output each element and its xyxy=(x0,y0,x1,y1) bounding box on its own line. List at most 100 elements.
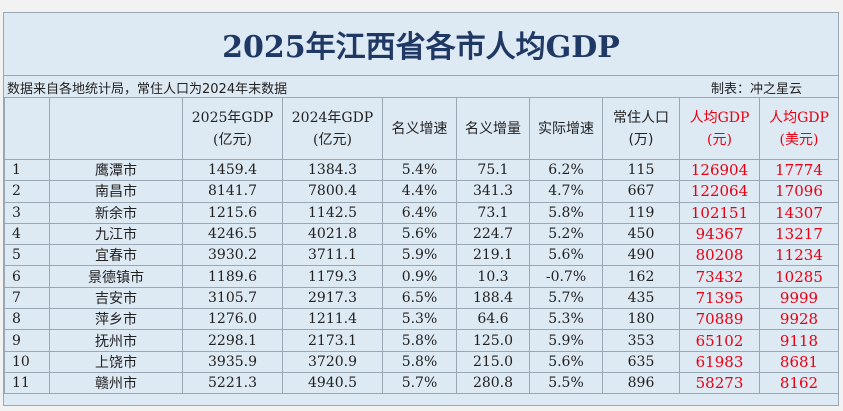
city-cell: 赣州市 xyxy=(49,371,183,395)
nominal-increase-cell: 75.1 xyxy=(456,158,530,182)
gdp2025-cell: 3930.2 xyxy=(182,244,283,267)
city-cell: 宜春市 xyxy=(49,244,183,267)
gdp2024-cell: 7800.4 xyxy=(282,180,383,203)
table-row: 1 鹰潭市 1459.4 1384.3 5.4% 75.1 6.2% 115 126904 177… xyxy=(4,158,839,182)
pc-cny-cell: 71395 xyxy=(679,286,760,310)
gdp2025-cell: 1215.6 xyxy=(182,201,283,224)
gdp2024-cell: 2917.3 xyxy=(282,286,383,310)
header-gdp2024: 2024年GDP (亿元) xyxy=(282,97,383,160)
table-row: 6 景德镇市 1189.6 1179.3 0.9% 10.3 -0.7% 162 73432 10… xyxy=(4,265,839,288)
gdp2025-cell: 4246.5 xyxy=(182,222,283,246)
population-cell: 667 xyxy=(602,180,680,203)
real-growth-cell: 5.3% xyxy=(529,308,603,331)
gdp2025-cell: 1189.6 xyxy=(182,265,283,288)
gdp2024-cell: 2173.1 xyxy=(282,329,383,352)
city-cell: 萍乡市 xyxy=(49,308,183,331)
table-row: 4 九江市 4246.5 4021.8 5.6% 224.7 5.2% 450 94367 132… xyxy=(4,222,839,246)
nominal-growth-cell: 5.4% xyxy=(382,158,457,182)
population-cell: 119 xyxy=(602,201,680,224)
real-growth-cell: 5.6% xyxy=(529,244,603,267)
nominal-increase-cell: 224.7 xyxy=(456,222,530,246)
pc-usd-cell: 9999 xyxy=(759,286,839,310)
real-growth-cell: 5.8% xyxy=(529,201,603,224)
nominal-growth-cell: 6.5% xyxy=(382,286,457,310)
table-row: 7 吉安市 3105.7 2917.3 6.5% 188.4 5.7% 435 71395 999… xyxy=(4,286,839,310)
pc-cny-cell: 94367 xyxy=(679,222,760,246)
pc-usd-cell: 9928 xyxy=(759,308,839,331)
pc-cny-cell: 122064 xyxy=(679,180,760,203)
real-growth-cell: 5.5% xyxy=(529,371,603,395)
city-cell: 抚州市 xyxy=(49,329,183,352)
nominal-increase-cell: 215.0 xyxy=(456,350,530,373)
city-cell: 南昌市 xyxy=(49,180,183,203)
credit-note: 制表：冲之星云 xyxy=(711,82,803,97)
page-title: 2025年江西省各市人均GDP xyxy=(4,13,838,76)
pc-usd-cell: 13217 xyxy=(759,222,839,246)
pc-cny-cell: 102151 xyxy=(679,201,760,224)
pc-cny-cell: 65102 xyxy=(679,329,760,352)
gdp2025-cell: 3105.7 xyxy=(182,286,283,310)
population-cell: 435 xyxy=(602,286,680,310)
population-cell: 490 xyxy=(602,244,680,267)
real-growth-cell: -0.7% xyxy=(529,265,603,288)
gdp2024-cell: 4940.5 xyxy=(282,371,383,395)
rank-cell: 3 xyxy=(4,201,50,224)
population-cell: 635 xyxy=(602,350,680,373)
table-row: 8 萍乡市 1276.0 1211.4 5.3% 64.6 5.3% 180 70889 9928 xyxy=(4,308,839,331)
table-body: 1 鹰潭市 1459.4 1384.3 5.4% 75.1 6.2% 115 126904 177… xyxy=(4,158,839,395)
population-cell: 896 xyxy=(602,371,680,395)
source-note: 数据来自各地统计局，常住人口为2024年末数据 xyxy=(7,82,288,97)
header-pc-cny: 人均GDP (元) xyxy=(679,97,760,160)
real-growth-cell: 5.6% xyxy=(529,350,603,373)
table-row: 10 上饶市 3935.9 3720.9 5.8% 215.0 5.6% 635 61983 86… xyxy=(4,350,839,373)
nominal-increase-cell: 188.4 xyxy=(456,286,530,310)
rank-cell: 11 xyxy=(4,371,50,395)
nominal-growth-cell: 6.4% xyxy=(382,201,457,224)
nominal-growth-cell: 5.6% xyxy=(382,222,457,246)
gdp2025-cell: 2298.1 xyxy=(182,329,283,352)
pc-usd-cell: 8681 xyxy=(759,350,839,373)
city-cell: 上饶市 xyxy=(49,350,183,373)
population-cell: 115 xyxy=(602,158,680,182)
pc-cny-cell: 126904 xyxy=(679,158,760,182)
gdp2024-cell: 4021.8 xyxy=(282,222,383,246)
nominal-increase-cell: 280.8 xyxy=(456,371,530,395)
nominal-increase-cell: 73.1 xyxy=(456,201,530,224)
header-city xyxy=(49,97,183,160)
real-growth-cell: 5.2% xyxy=(529,222,603,246)
city-cell: 鹰潭市 xyxy=(49,158,183,182)
pc-usd-cell: 14307 xyxy=(759,201,839,224)
population-cell: 180 xyxy=(602,308,680,331)
header-nominal-growth: 名义增速 xyxy=(382,97,457,160)
nominal-growth-cell: 4.4% xyxy=(382,180,457,203)
rank-cell: 8 xyxy=(4,308,50,331)
nominal-increase-cell: 219.1 xyxy=(456,244,530,267)
pc-cny-cell: 61983 xyxy=(679,350,760,373)
city-cell: 吉安市 xyxy=(49,286,183,310)
rank-cell: 10 xyxy=(4,350,50,373)
real-growth-cell: 6.2% xyxy=(529,158,603,182)
note-row: 数据来自各地统计局，常住人口为2024年末数据 制表：冲之星云 xyxy=(4,75,838,98)
nominal-growth-cell: 5.7% xyxy=(382,371,457,395)
gdp2024-cell: 3711.1 xyxy=(282,244,383,267)
spreadsheet: 2025年江西省各市人均GDP 数据来自各地统计局，常住人口为2024年末数据 … xyxy=(3,12,839,406)
pc-usd-cell: 10285 xyxy=(759,265,839,288)
gdp2025-cell: 8141.7 xyxy=(182,180,283,203)
rank-cell: 6 xyxy=(4,265,50,288)
rank-cell: 5 xyxy=(4,244,50,267)
pc-cny-cell: 80208 xyxy=(679,244,760,267)
nominal-increase-cell: 341.3 xyxy=(456,180,530,203)
gdp2024-cell: 1179.3 xyxy=(282,265,383,288)
population-cell: 450 xyxy=(602,222,680,246)
rank-cell: 1 xyxy=(4,158,50,182)
gdp2024-cell: 1142.5 xyxy=(282,201,383,224)
gdp2025-cell: 3935.9 xyxy=(182,350,283,373)
gdp2024-cell: 3720.9 xyxy=(282,350,383,373)
nominal-increase-cell: 125.0 xyxy=(456,329,530,352)
pc-usd-cell: 8162 xyxy=(759,371,839,395)
nominal-growth-cell: 5.8% xyxy=(382,350,457,373)
table-row: 3 新余市 1215.6 1142.5 6.4% 73.1 5.8% 119 102151 143… xyxy=(4,201,839,224)
header-row: 2025年GDP (亿元) 2024年GDP (亿元) 名义增速 名义增量 实际增速… xyxy=(4,97,839,160)
nominal-increase-cell: 64.6 xyxy=(456,308,530,331)
table-row: 5 宜春市 3930.2 3711.1 5.9% 219.1 5.6% 490 80208 112… xyxy=(4,244,839,267)
